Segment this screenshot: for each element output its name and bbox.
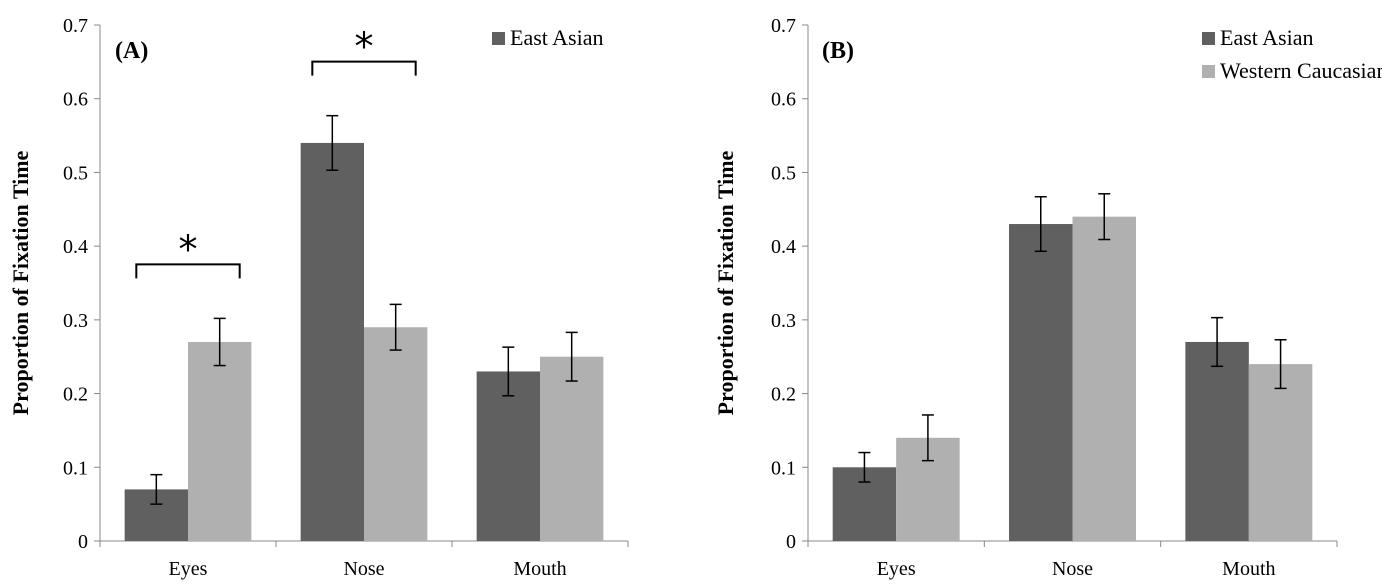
y-tick-label: 0.1 xyxy=(63,457,88,479)
y-tick-label: 0.5 xyxy=(771,162,796,184)
legend-label: East Asian xyxy=(510,25,604,50)
x-tick-label: Mouth xyxy=(1222,558,1275,580)
y-tick-label: 0.4 xyxy=(63,236,88,258)
legend-label: East Asian xyxy=(1220,25,1314,50)
y-tick-label: 0 xyxy=(78,531,88,553)
y-tick-label: 0.5 xyxy=(63,162,88,184)
bar xyxy=(1009,224,1073,541)
bar xyxy=(540,356,604,541)
bar xyxy=(1185,341,1249,541)
legend-swatch xyxy=(492,32,505,45)
y-tick-label: 0.1 xyxy=(771,457,796,479)
legend-swatch xyxy=(1202,32,1215,45)
significance-star: * xyxy=(179,227,198,271)
y-tick-label: 0.2 xyxy=(771,384,796,406)
bar xyxy=(188,341,252,541)
legend: East Asian Western Caucasian xyxy=(1202,25,1382,83)
y-tick-label: 0.7 xyxy=(63,15,88,37)
chart-panel-a: 0 0.1 0.2 0.3 0.4 0.5 0.6 0.7 Eyes Nose Mouth * * Pro… xyxy=(8,15,629,580)
y-tick-label: 0 xyxy=(786,531,796,553)
bar xyxy=(1072,216,1136,541)
y-axis-label: Proportion of Fixation Time xyxy=(713,150,738,415)
legend-swatch xyxy=(1202,65,1215,78)
x-tick-label: Mouth xyxy=(513,558,566,580)
significance-star: * xyxy=(355,25,374,69)
bar xyxy=(1248,364,1313,541)
y-tick-label: 0.6 xyxy=(771,89,796,111)
x-tick-label: Nose xyxy=(1052,558,1093,580)
x-tick-label: Eyes xyxy=(877,558,916,580)
legend: East Asian xyxy=(492,25,604,50)
panel-label: (B) xyxy=(822,38,854,64)
panel-label: (A) xyxy=(115,38,148,64)
chart-panel-b: 0 0.1 0.2 0.3 0.4 0.5 0.6 0.7 Eyes Nose Mouth Propo… xyxy=(713,15,1382,580)
bar xyxy=(476,371,540,541)
significance-bracket xyxy=(311,60,417,76)
significance-bracket xyxy=(135,263,241,279)
y-tick-label: 0.3 xyxy=(63,310,88,332)
y-tick-label: 0.2 xyxy=(63,384,88,406)
bar xyxy=(364,327,428,541)
x-tick-label: Nose xyxy=(343,558,384,580)
y-tick-label: 0.7 xyxy=(771,15,796,37)
bar xyxy=(300,142,364,541)
x-tick-label: Eyes xyxy=(169,558,208,580)
y-axis-label: Proportion of Fixation Time xyxy=(8,150,33,415)
y-tick-label: 0.3 xyxy=(771,310,796,332)
y-tick-label: 0.4 xyxy=(771,236,796,258)
y-tick-label: 0.6 xyxy=(63,89,88,111)
legend-label: Western Caucasian xyxy=(1220,58,1382,83)
